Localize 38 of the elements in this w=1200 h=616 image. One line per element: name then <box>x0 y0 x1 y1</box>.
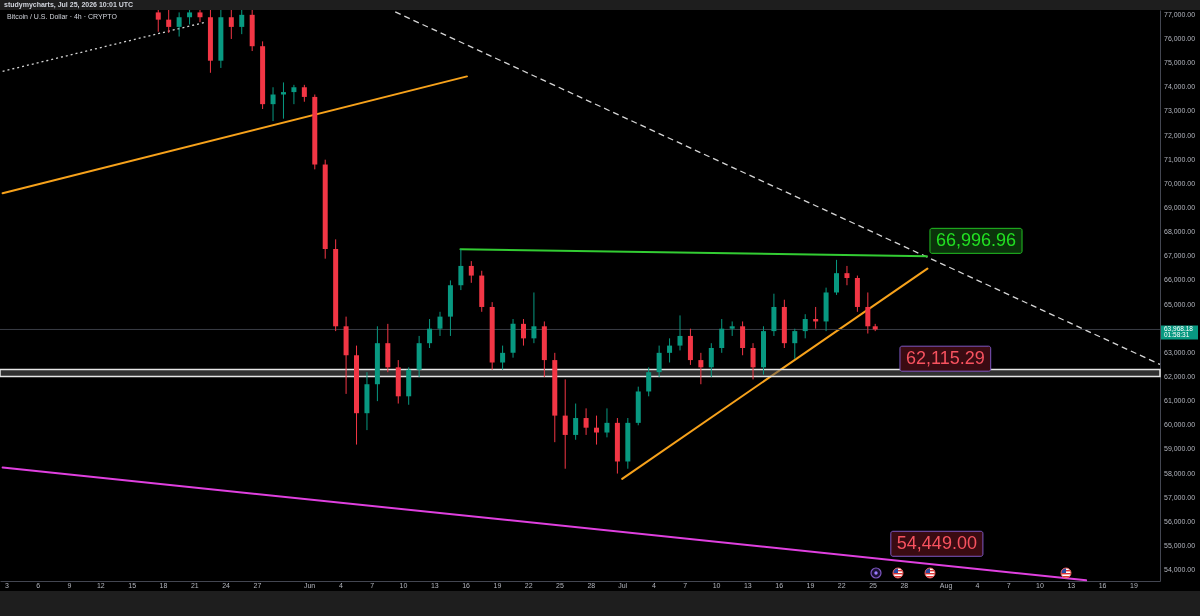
candlestick <box>291 84 297 105</box>
candlestick <box>427 318 433 349</box>
candlestick <box>802 313 808 339</box>
candlestick <box>176 11 182 38</box>
candlestick <box>228 9 234 40</box>
candlestick <box>698 352 704 385</box>
candlestick <box>792 328 798 360</box>
candlestick <box>239 9 245 35</box>
candlestick <box>719 318 725 354</box>
candlestick <box>520 318 526 347</box>
candlestick <box>583 407 589 436</box>
candlestick <box>573 403 579 441</box>
candlestick <box>270 86 276 122</box>
candlestick <box>531 291 537 344</box>
candlestick <box>437 311 443 337</box>
candlestick <box>468 260 474 284</box>
candlestick <box>834 259 840 296</box>
candlestick <box>197 9 203 23</box>
candlestick <box>458 248 464 291</box>
candlestick <box>604 407 610 438</box>
candlestick <box>562 378 568 470</box>
annotation: 54,449.00 <box>896 532 977 553</box>
candlestick <box>708 342 714 378</box>
annotation: 62,115.29 <box>905 347 985 368</box>
candlestick <box>500 345 506 371</box>
candlestick <box>656 345 662 378</box>
candlestick <box>155 9 161 33</box>
annotation: 66,996.96 <box>935 229 1017 250</box>
candlestick <box>865 291 871 335</box>
candlestick <box>844 265 850 286</box>
candlestick <box>280 81 286 120</box>
candlestick <box>667 337 673 363</box>
candlestick <box>677 314 683 351</box>
candlestick <box>750 342 756 380</box>
candlestick <box>740 320 746 356</box>
candlestick <box>166 9 172 34</box>
candlestick <box>646 366 652 397</box>
candlestick <box>594 415 600 446</box>
